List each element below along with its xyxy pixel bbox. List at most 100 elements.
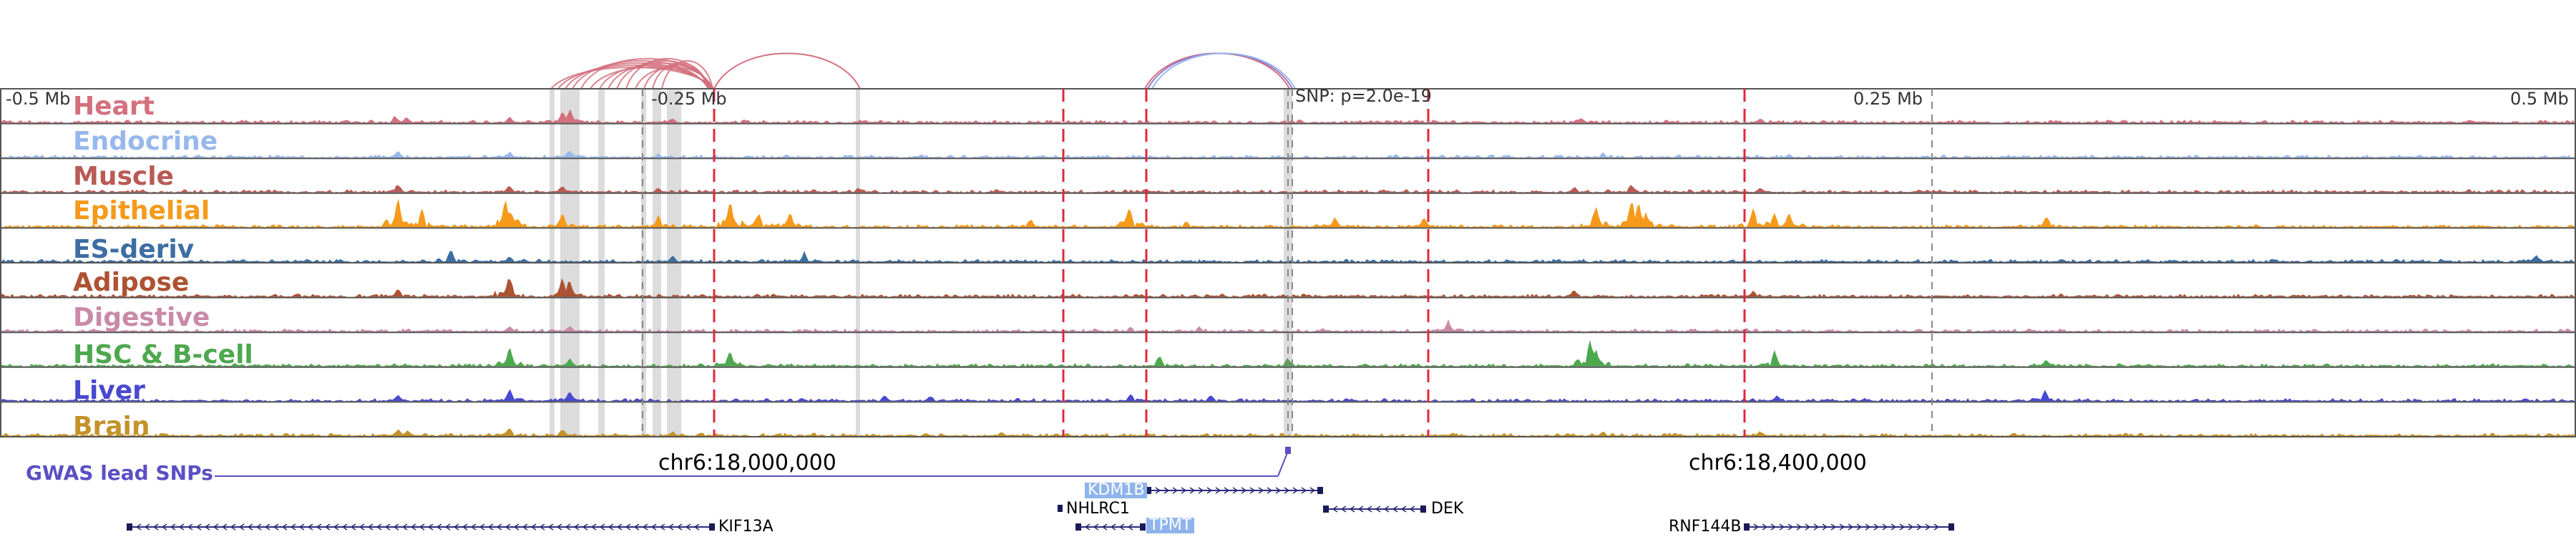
gene-kdm1b-strand-arrow — [1249, 487, 1256, 494]
gene-kdm1b-strand-arrow — [1301, 487, 1307, 494]
gene-kdm1b-strand-arrow — [1275, 487, 1282, 494]
gene-kif13a-strand-arrow — [221, 523, 228, 531]
gene-kif13a-strand-arrow — [496, 523, 502, 531]
gene-rnf144b-strand-arrow — [1822, 523, 1828, 531]
gene-kdm1b-strand-arrow — [1215, 487, 1221, 494]
gene-kif13a-strand-arrow — [213, 523, 219, 531]
gene-label-tpmt: TPMT — [1146, 518, 1195, 533]
gwas-track-label: GWAS lead SNPs — [26, 461, 213, 485]
gene-tpmt-strand-arrow — [1101, 523, 1108, 531]
gene-kdm1b-exon — [1146, 487, 1151, 494]
gene-kdm1b-strand-arrow — [1163, 487, 1170, 494]
signal-track-2 — [1, 150, 2575, 158]
track-label-es-deriv: ES-deriv — [73, 235, 195, 264]
gene-kif13a-strand-arrow — [393, 523, 399, 531]
gene-kif13a-strand-arrow — [650, 523, 657, 531]
gene-kif13a-strand-arrow — [255, 523, 262, 531]
gene-rnf144b-strand-arrow — [1865, 523, 1871, 531]
gene-kdm1b-strand-arrow — [1172, 487, 1179, 494]
signal-track-9 — [1, 389, 2575, 402]
gene-tpmt-strand-arrow — [1127, 523, 1133, 531]
gene-kif13a-strand-arrow — [479, 523, 485, 531]
gene-kif13a-strand-arrow — [556, 523, 562, 531]
gene-kif13a-strand-arrow — [444, 523, 451, 531]
gene-kif13a-strand-arrow — [341, 523, 348, 531]
gene-kif13a-strand-arrow — [187, 523, 193, 531]
gene-kif13a-strand-arrow — [676, 523, 683, 531]
gene-rnf144b-strand-arrow — [1770, 523, 1777, 531]
gene-kif13a-strand-arrow — [170, 523, 176, 531]
gene-dek-strand-arrow — [1383, 505, 1390, 513]
interaction-arc — [652, 62, 709, 90]
gene-kif13a-strand-arrow — [298, 523, 305, 531]
gene-kif13a-strand-arrow — [487, 523, 494, 531]
gene-kdm1b-strand-arrow — [1292, 487, 1299, 494]
track-label-muscle: Muscle — [73, 162, 174, 191]
interaction-arc — [713, 52, 861, 90]
gene-tpmt-strand-arrow — [1084, 523, 1091, 531]
gene-kif13a-strand-arrow — [642, 523, 648, 531]
gene-kif13a-strand-arrow — [616, 523, 623, 531]
gene-kdm1b-strand-arrow — [1189, 487, 1196, 494]
gene-kif13a-strand-arrow — [152, 523, 159, 531]
gene-tpmt-exon — [1075, 523, 1081, 531]
snp-pvalue-label: SNP: p=2.0e-19 — [1295, 86, 1432, 106]
interaction-arc — [661, 60, 713, 90]
gene-dek-strand-arrow — [1349, 505, 1355, 513]
gene-kif13a-strand-arrow — [410, 523, 416, 531]
gene-kif13a-strand-arrow — [427, 523, 434, 531]
gene-kif13a-strand-arrow — [625, 523, 631, 531]
gene-tpmt-strand-arrow — [1118, 523, 1125, 531]
gene-rnf144b-strand-arrow — [1813, 523, 1820, 531]
gene-kif13a-strand-arrow — [436, 523, 442, 531]
gene-tpmt-strand-arrow — [1110, 523, 1116, 531]
gwas-connector — [1277, 450, 1289, 477]
gene-rnf144b-strand-arrow — [1796, 523, 1802, 531]
gene-kdm1b-strand-arrow — [1309, 487, 1316, 494]
gene-kif13a-strand-arrow — [573, 523, 580, 531]
gene-rnf144b-strand-arrow — [1805, 523, 1811, 531]
track-label-adipose: Adipose — [73, 268, 190, 297]
gene-kif13a-strand-arrow — [685, 523, 691, 531]
track-label-endocrine: Endocrine — [73, 127, 218, 156]
signal-track-7 — [1, 319, 2575, 332]
gene-rnf144b-strand-arrow — [1848, 523, 1854, 531]
gene-kdm1b-strand-arrow — [1267, 487, 1273, 494]
interaction-arcs — [550, 52, 1296, 90]
gene-kif13a-strand-arrow — [195, 523, 202, 531]
gene-kif13a-strand-arrow — [290, 523, 296, 531]
gene-kif13a-strand-arrow — [238, 523, 245, 531]
gene-kif13a-strand-arrow — [547, 523, 554, 531]
gene-kif13a-strand-arrow — [333, 523, 339, 531]
gene-dek-strand-arrow — [1392, 505, 1398, 513]
gene-dek-strand-arrow — [1357, 505, 1364, 513]
gene-rnf144b-exon — [1948, 523, 1954, 531]
gene-kif13a-strand-arrow — [316, 523, 322, 531]
track-label-heart: Heart — [73, 92, 155, 121]
gene-kif13a-strand-arrow — [144, 523, 150, 531]
signal-track-1 — [1, 109, 2575, 123]
signal-track-10 — [1, 428, 2575, 436]
dashed-markers — [642, 89, 1933, 437]
track-label-epithelial: Epithelial — [73, 196, 210, 226]
gene-dek-strand-arrow — [1400, 505, 1407, 513]
gene-label-kdm1b: KDM1B — [1085, 483, 1148, 498]
gene-kif13a-strand-arrow — [178, 523, 185, 531]
coordinate-label-18000000: chr6:18,000,000 — [658, 450, 836, 475]
gene-kif13a-strand-arrow — [358, 523, 365, 531]
gene-kdm1b-strand-arrow — [1206, 487, 1213, 494]
gene-kif13a-strand-arrow — [161, 523, 167, 531]
gene-rnf144b-strand-arrow — [1890, 523, 1897, 531]
gene-kif13a-strand-arrow — [470, 523, 477, 531]
scale-label-right: 0.5 Mb — [2510, 89, 2569, 109]
gene-kif13a-strand-arrow — [633, 523, 640, 531]
gene-rnf144b-strand-arrow — [1856, 523, 1863, 531]
track-label-hsc-b-cell: HSC & B-cell — [73, 340, 253, 369]
gene-kdm1b-exon — [1317, 487, 1323, 494]
gene-kdm1b-strand-arrow — [1232, 487, 1239, 494]
gene-nhlrc1-exon — [1058, 505, 1063, 512]
interaction-arc — [599, 64, 709, 90]
gene-rnf144b-strand-arrow — [1882, 523, 1888, 531]
gene-kif13a-strand-arrow — [264, 523, 270, 531]
